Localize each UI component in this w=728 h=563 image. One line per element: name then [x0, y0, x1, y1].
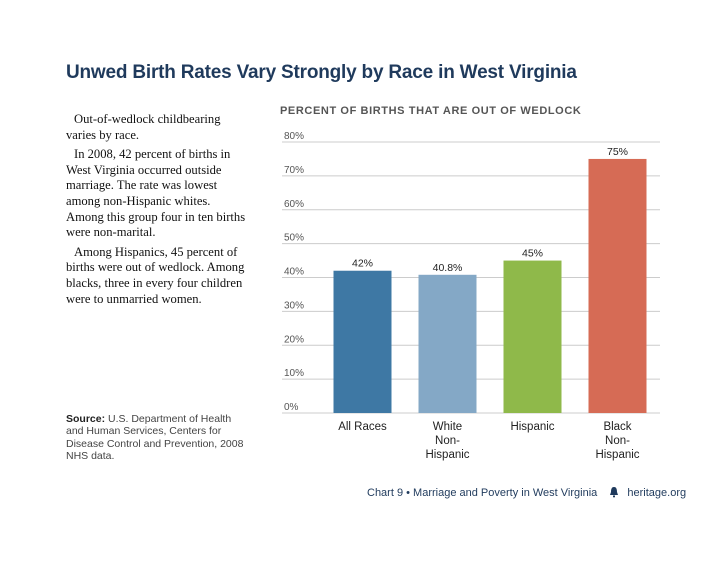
y-tick-label: 10% [284, 368, 304, 379]
y-tick-label: 50% [284, 233, 304, 244]
data-label: 45% [522, 248, 543, 260]
bar [418, 274, 477, 413]
y-tick-label: 70% [284, 165, 304, 176]
y-tick-label: 40% [284, 267, 304, 278]
y-tick-label: 20% [284, 334, 304, 345]
source-text: U.S. Department of Health and Human Serv… [66, 413, 244, 463]
y-tick-label: 30% [284, 300, 304, 311]
y-tick-label: 60% [284, 199, 304, 210]
chart-reference: Chart 9 • Marriage and Poverty in West V… [367, 487, 598, 499]
source-label: Source: [66, 413, 106, 425]
source-note: Source: U.S. Department of Health and Hu… [66, 413, 251, 463]
bar-chart: 0% 10% 20% 30% 40% 50% 60% 70% 80% 42% All Races 40… [282, 131, 660, 461]
bar [588, 158, 647, 413]
bar [503, 260, 562, 413]
data-label: 42% [352, 258, 373, 270]
sidebar-paragraph: Among Hispanics, 45 percent of births we… [66, 244, 245, 306]
data-label: 75% [607, 146, 628, 158]
sidebar-text: Out-of-wedlock childbearing varies by ra… [66, 112, 246, 311]
x-tick-label: Black Non-Hispanic [595, 421, 639, 461]
bar [333, 270, 392, 413]
sidebar-paragraph: Out-of-wedlock childbearing varies by ra… [66, 112, 221, 142]
site-link[interactable]: heritage.org [627, 487, 687, 499]
x-tick-label: Hispanic [510, 421, 554, 433]
x-tick-label: All Races [338, 421, 387, 433]
y-tick-label: 80% [284, 131, 304, 142]
page-title: Unwed Birth Rates Vary Strongly by Race … [66, 62, 577, 83]
sidebar-paragraph: In 2008, 42 percent of births in West Vi… [66, 147, 246, 240]
y-tick-label: 0% [284, 402, 299, 413]
chart-title: PERCENT OF BIRTHS THAT ARE OUT OF WEDLOC… [280, 105, 582, 117]
footer: Chart 9 • Marriage and Poverty in West V… [367, 486, 686, 499]
x-tick-label: White Non-Hispanic [425, 421, 469, 461]
data-label: 40.8% [433, 262, 463, 274]
liberty-bell-icon [610, 487, 619, 498]
